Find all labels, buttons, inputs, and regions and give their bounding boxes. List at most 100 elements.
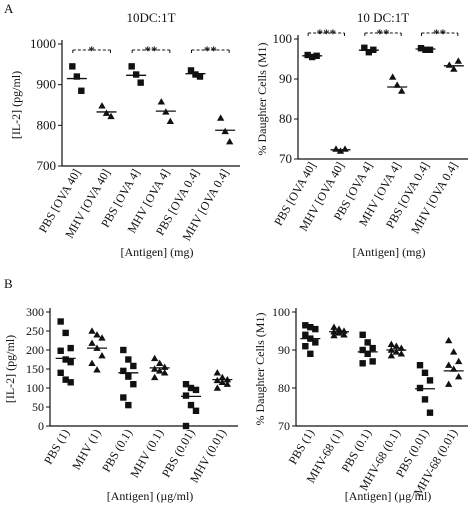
data-point [421,396,429,403]
data-point [137,79,144,86]
data-point [57,347,64,354]
significance-label: ** [145,43,158,58]
data-point [160,369,169,376]
data-point [125,401,132,409]
y-tick-label: 700 [37,158,57,173]
significance-label: ** [433,26,446,41]
data-point [335,325,343,332]
data-point [57,369,64,376]
y-tick-label: 80 [279,111,292,126]
y-tick-label: 150 [26,362,44,376]
y-tick-label: 90 [278,343,290,357]
x-axis-label: [Antigen] (mg) [353,245,426,259]
data-point [182,422,190,430]
data-point [393,81,401,88]
y-tick-label: 70 [279,151,292,166]
data-point [166,117,175,125]
data-point [69,63,76,70]
data-point [365,49,373,56]
significance-label: *** [317,26,337,41]
data-point [330,331,338,339]
data-point [93,366,101,373]
data-point [182,381,190,388]
data-point [359,360,366,367]
y-tick-label: 100 [26,381,44,395]
data-point [444,336,453,344]
y-axis-label: [IL-2] (pg/ml) [9,71,23,139]
data-point [416,384,424,392]
data-point [120,367,127,375]
y-tick-label: 0 [38,419,44,433]
data-point [426,377,434,384]
data-point [223,380,232,387]
data-point [307,350,314,357]
data-point [449,348,458,355]
data-point [454,57,463,64]
x-axis-label: [Antigen] (µg/ml) [107,489,194,503]
y-axis-label: % Daughter Cells (M1) [253,313,267,426]
data-point [192,407,200,414]
data-point [426,46,434,53]
data-point [392,342,401,349]
data-point [364,339,371,346]
data-point [454,357,463,365]
data-point [312,339,319,346]
y-tick-label: 1000 [30,36,56,51]
data-point [132,71,140,78]
data-point [330,323,338,330]
data-point [130,381,137,388]
y-tick-label: 90 [279,71,292,86]
data-point [388,73,397,80]
y-tick-label: 200 [26,343,44,357]
panel-label-b: B [4,276,13,291]
data-point [67,379,74,386]
y-axis-label: % Daughter Cells (M1) [255,43,269,156]
y-tick-label: 100 [272,305,290,319]
panel-label-a: A [4,1,14,16]
data-point [78,87,85,94]
data-point [422,46,429,53]
data-point [213,369,222,376]
data-point [307,324,314,331]
data-point [387,352,396,359]
significance-label: ** [204,43,217,58]
data-point [221,127,229,135]
data-point [130,362,137,370]
y-tick-label: 70 [278,419,290,433]
data-point [102,109,111,116]
data-point [397,344,406,351]
data-point [359,331,366,338]
data-point [449,365,458,372]
data-point [62,376,69,383]
data-point [359,346,366,354]
data-point [444,361,453,368]
data-point [308,53,316,61]
y-axis-label: [IL-2] (pg/ml) [3,335,17,403]
data-point [150,373,159,381]
data-point [218,378,227,386]
data-point [67,358,74,366]
data-point [155,359,164,367]
data-point [369,344,376,352]
data-point [150,354,159,362]
significance-label: ** [377,26,390,41]
data-point [187,384,195,392]
data-point [361,44,368,51]
data-point [125,356,132,363]
data-point [192,386,200,394]
data-point [62,329,69,337]
data-point [216,114,225,121]
data-point [128,63,135,70]
chart-title: 10DC:1T [126,10,175,25]
data-point [150,365,159,372]
data-point [369,358,376,365]
data-point [444,380,453,387]
data-point [213,384,222,391]
chart-b-il2: 0 50 100 150 200 250 300 [IL-2] (pg/ml) PBS (1)M… [3,305,238,503]
data-point [445,61,454,68]
data-point [98,102,106,109]
data-point [450,65,458,72]
